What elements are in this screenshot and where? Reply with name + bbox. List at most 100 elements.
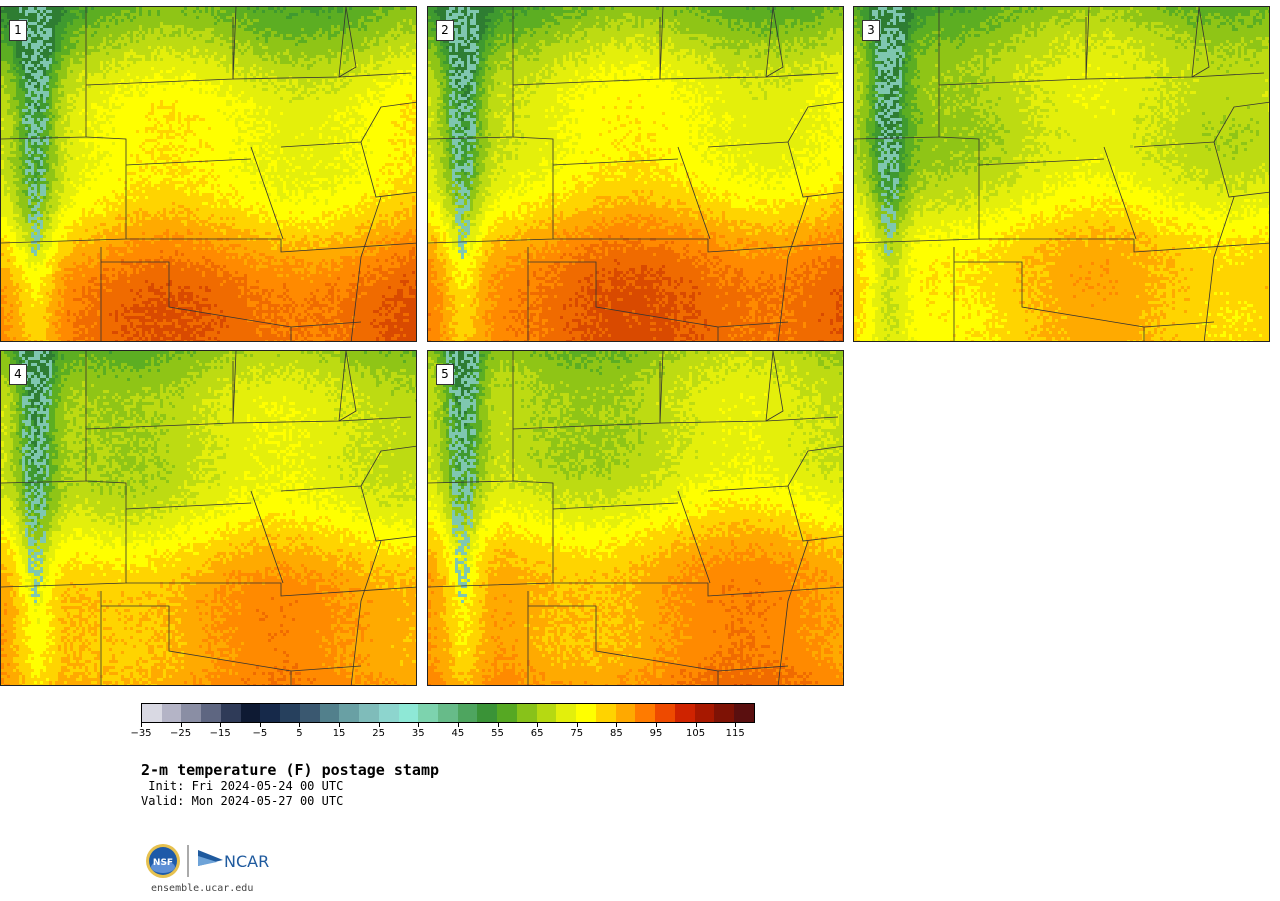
state-border [765, 416, 839, 422]
state-border [85, 7, 237, 86]
state-border [428, 136, 554, 244]
colorbar-swatch [734, 704, 754, 722]
colorbar-swatch [418, 704, 439, 722]
colorbar-swatch [378, 704, 399, 722]
state-border [1203, 196, 1235, 341]
state-border [979, 238, 1269, 253]
colorbar-swatch [457, 704, 478, 722]
state-border [1133, 141, 1269, 198]
state-border [338, 7, 357, 78]
state-border [1085, 7, 1200, 80]
colorbar-swatch [201, 704, 221, 722]
state-border [428, 480, 554, 588]
member-number-label: 1 [9, 20, 27, 41]
colorbar-tick-label: 45 [451, 728, 465, 739]
state-border [677, 490, 711, 584]
state-border [1103, 146, 1137, 240]
map-panel-4: 4 [0, 350, 417, 686]
state-border [360, 101, 416, 143]
state-boundaries [428, 351, 843, 685]
colorbar-tick-label: −35 [130, 728, 152, 739]
state-border [978, 158, 1105, 166]
state-border [528, 261, 719, 341]
colorbar-tick [141, 723, 142, 727]
colorbar-swatch [595, 704, 616, 722]
map-panel-5: 5 [427, 350, 844, 686]
state-border [1191, 72, 1265, 78]
colorbar-tick [339, 723, 341, 727]
state-border [659, 7, 774, 80]
state-border [512, 7, 664, 86]
state-border [553, 582, 843, 597]
state-border [280, 141, 416, 198]
colorbar-tick-label: 25 [372, 728, 386, 739]
state-border [101, 605, 292, 685]
colorbar-swatch [142, 704, 162, 722]
colorbar-tick [655, 723, 657, 727]
temperature-field [854, 7, 1269, 341]
colorbar-tick [735, 723, 737, 727]
website-url[interactable]: ensemble.ucar.edu [151, 883, 254, 894]
state-border [338, 416, 412, 422]
state-border [350, 540, 382, 685]
state-border [552, 158, 679, 166]
colorbar-tick-label: 5 [296, 728, 303, 739]
colorbar-tick [299, 723, 301, 727]
state-border [101, 261, 292, 341]
state-border [787, 101, 843, 143]
temperature-field [428, 7, 843, 341]
colorbar-swatch [576, 704, 596, 722]
colorbar-tick-label: 95 [649, 728, 663, 739]
temperature-colorbar [141, 703, 755, 723]
state-boundaries [428, 7, 843, 341]
colorbar-tick-label: −5 [252, 728, 268, 739]
state-border [125, 502, 252, 510]
init-time: Init: Fri 2024-05-24 00 UTC [141, 779, 344, 793]
colorbar-swatch [359, 704, 379, 722]
colorbar-swatch [536, 704, 557, 722]
colorbar-tick-label: 15 [332, 728, 346, 739]
state-border [659, 351, 774, 424]
state-border [290, 321, 362, 328]
state-border [232, 351, 347, 424]
colorbar-tick [576, 723, 578, 727]
state-border [338, 351, 357, 422]
colorbar-tick-label: 35 [411, 728, 425, 739]
colorbar-swatch [674, 704, 695, 722]
colorbar-tick-label: −15 [209, 728, 231, 739]
colorbar-swatch [635, 704, 656, 722]
state-border [360, 445, 416, 487]
state-border [280, 485, 416, 542]
temperature-field [1, 351, 416, 685]
state-border [125, 158, 252, 166]
map-panel-3: 3 [853, 6, 1270, 342]
map-panel-1: 1 [0, 6, 417, 342]
colorbar-swatch [240, 704, 261, 722]
nsf-logo-text: NSF [153, 858, 173, 868]
state-boundaries [854, 7, 1269, 341]
state-border [338, 72, 412, 78]
state-border [707, 485, 843, 542]
temperature-field [428, 351, 843, 685]
colorbar-swatch [280, 704, 300, 722]
colorbar-tick [259, 723, 261, 727]
state-border [1191, 7, 1210, 78]
ncar-logo-text: NCAR [224, 852, 269, 871]
state-border [552, 502, 679, 510]
colorbar-tick-label: 105 [686, 728, 706, 739]
colorbar-tick-label: 65 [530, 728, 544, 739]
colorbar-tick [378, 723, 380, 727]
state-boundaries [1, 7, 416, 341]
colorbar-swatch [477, 704, 498, 722]
member-number-label: 2 [436, 20, 454, 41]
state-border [717, 665, 789, 672]
colorbar-tick [616, 723, 618, 727]
colorbar-tick-label: −25 [170, 728, 192, 739]
state-border [717, 321, 789, 328]
colorbar-tick [695, 723, 697, 727]
state-border [707, 141, 843, 198]
state-border [1, 480, 127, 588]
colorbar-swatch [260, 704, 281, 722]
colorbar-swatch [694, 704, 715, 722]
state-border [765, 72, 839, 78]
